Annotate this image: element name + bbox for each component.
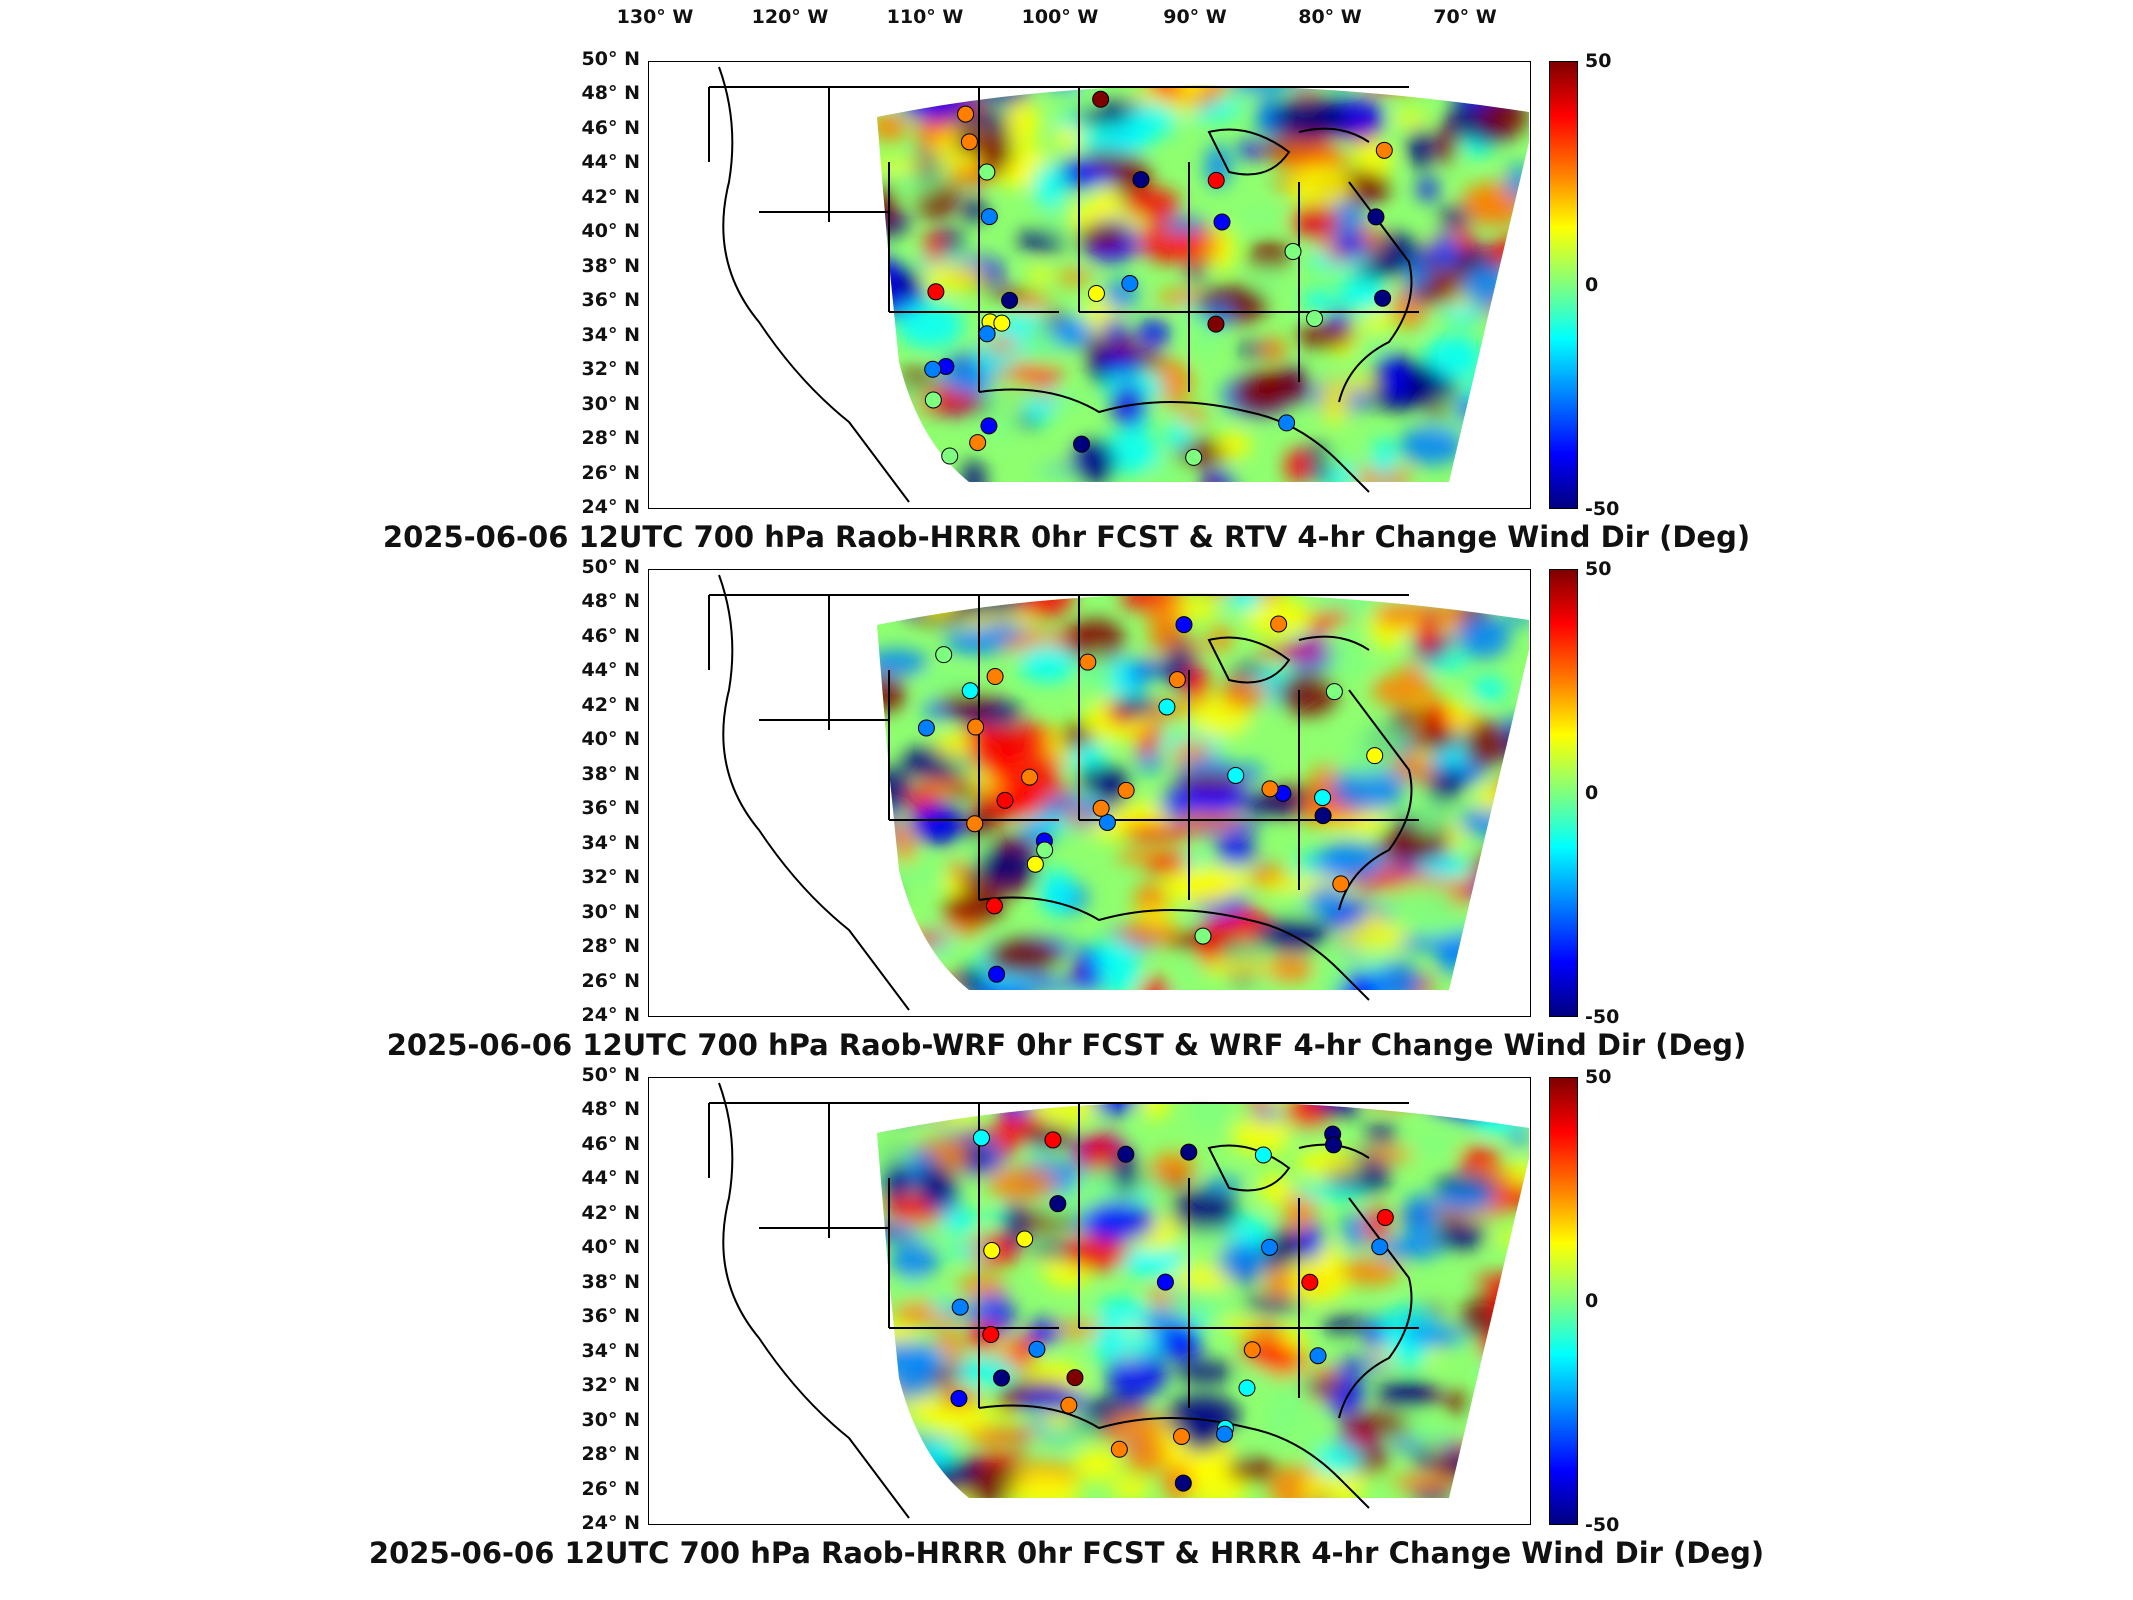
lat-label: 40° N [581, 728, 640, 751]
lat-label: 44° N [581, 1167, 640, 1190]
lat-label: 24° N [581, 1512, 640, 1534]
lat-label: 36° N [581, 1305, 640, 1328]
lat-label: 28° N [581, 935, 640, 958]
lon-label-120w: 120° W [751, 6, 829, 28]
colorbar-min-label: -50 [1585, 1006, 1620, 1028]
panel-caption: 2025-06-06 12UTC 700 hPa Raob-HRRR 0hr F… [382, 520, 1751, 554]
lat-label: 38° N [581, 254, 640, 277]
colorbar-max-label: 50 [1585, 1066, 1612, 1088]
lon-label-70w: 70° W [1433, 6, 1497, 28]
lat-label: 26° N [581, 461, 640, 484]
colorbar-max-label: 50 [1585, 558, 1612, 580]
lat-label: 32° N [581, 1374, 640, 1397]
lat-label: 38° N [581, 1270, 640, 1293]
lat-label: 40° N [581, 1236, 640, 1259]
lat-label: 48° N [581, 590, 640, 613]
lat-label: 36° N [581, 289, 640, 312]
lat-label: 50° N [581, 1064, 640, 1086]
lat-label: 30° N [581, 392, 640, 415]
lat-label: 48° N [581, 1098, 640, 1121]
coastline-outline [708, 1082, 1419, 1519]
lat-label: 30° N [581, 1408, 640, 1431]
panel-caption: 2025-06-06 12UTC 700 hPa Raob-WRF 0hr FC… [386, 1028, 1747, 1062]
lat-label: 28° N [581, 1443, 640, 1466]
coastline-outline [708, 574, 1419, 1011]
wind-field [877, 1101, 1529, 1499]
longitude-axis: 130° W 120° W 110° W 100° W 90° W 80° W … [0, 6, 2133, 36]
lat-label: 48° N [581, 82, 640, 105]
map-plot [648, 61, 1531, 509]
map-plot [648, 569, 1531, 1017]
wind-field [877, 85, 1529, 483]
colorbar [1549, 1077, 1578, 1525]
colorbar-mid-label: 0 [1585, 1290, 1599, 1312]
lat-label: 50° N [581, 556, 640, 578]
lat-label: 44° N [581, 151, 640, 174]
lat-label: 40° N [581, 220, 640, 243]
lat-label: 34° N [581, 1339, 640, 1362]
raob-station-markers [924, 90, 1393, 466]
colorbar-mid-label: 0 [1585, 274, 1599, 296]
lon-label-90w: 90° W [1163, 6, 1227, 28]
raob-station-markers [950, 1125, 1394, 1492]
lat-label: 26° N [581, 969, 640, 992]
lon-label-130w: 130° W [616, 6, 694, 28]
colorbar-max-label: 50 [1585, 50, 1612, 72]
lat-label: 42° N [581, 1201, 640, 1224]
lat-label: 24° N [581, 1004, 640, 1026]
lat-label: 36° N [581, 797, 640, 820]
colorbar [1549, 569, 1578, 1017]
lat-label: 42° N [581, 693, 640, 716]
raob-station-markers [917, 615, 1384, 983]
lat-label: 28° N [581, 427, 640, 450]
lat-label: 46° N [581, 1132, 640, 1155]
wind-field [877, 593, 1529, 991]
lon-label-110w: 110° W [886, 6, 964, 28]
colorbar-mid-label: 0 [1585, 782, 1599, 804]
lat-label: 34° N [581, 831, 640, 854]
lat-label: 32° N [581, 866, 640, 889]
lat-label: 30° N [581, 900, 640, 923]
lat-label: 50° N [581, 48, 640, 70]
map-plot [648, 1077, 1531, 1525]
lat-label: 24° N [581, 496, 640, 518]
lat-label: 46° N [581, 624, 640, 647]
lat-label: 34° N [581, 323, 640, 346]
colorbar-min-label: -50 [1585, 1514, 1620, 1536]
lat-label: 38° N [581, 762, 640, 785]
lat-label: 44° N [581, 659, 640, 682]
lat-label: 26° N [581, 1477, 640, 1500]
lat-label: 32° N [581, 358, 640, 381]
lat-label: 46° N [581, 116, 640, 139]
panel-caption: 2025-06-06 12UTC 700 hPa Raob-HRRR 0hr F… [368, 1536, 1765, 1570]
colorbar-min-label: -50 [1585, 498, 1620, 520]
lat-label: 42° N [581, 185, 640, 208]
lon-label-100w: 100° W [1021, 6, 1099, 28]
colorbar [1549, 61, 1578, 509]
lon-label-80w: 80° W [1298, 6, 1362, 28]
